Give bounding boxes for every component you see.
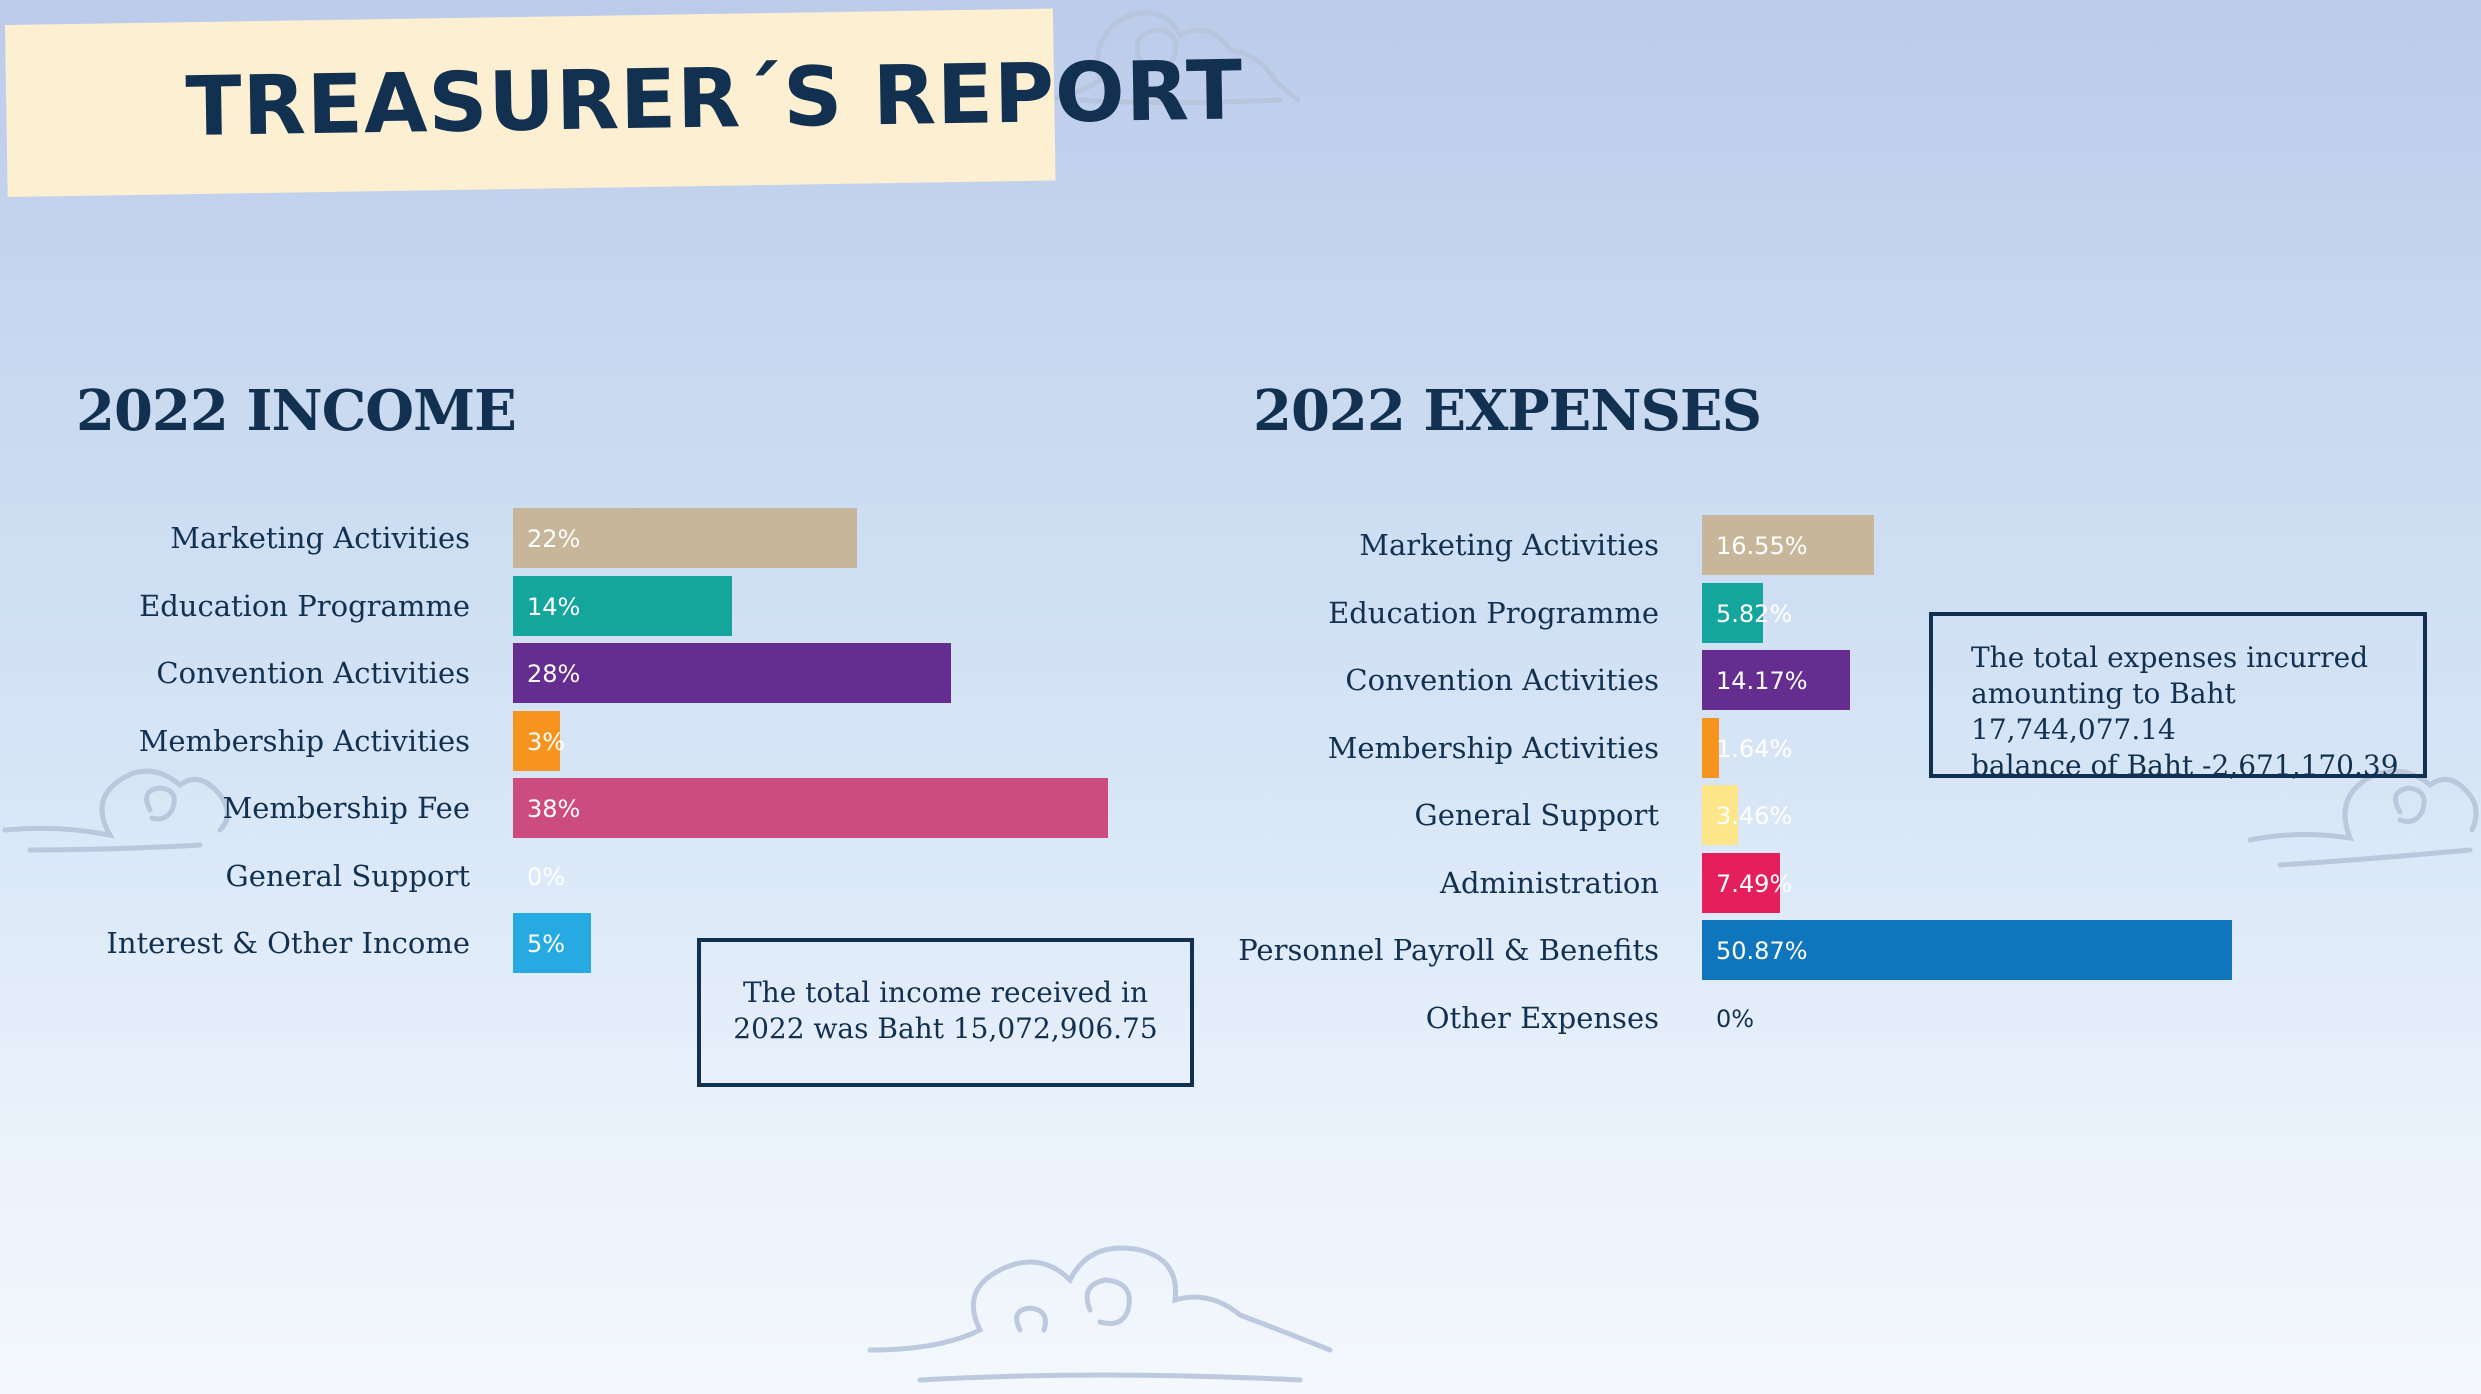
expense-bar — [1702, 717, 1720, 778]
income-bar — [513, 508, 858, 568]
page-title: TREASURER´S REPORT — [185, 43, 1244, 155]
expense-bar — [1702, 650, 1850, 710]
expense-value-label: 14.17% — [1716, 667, 1808, 695]
expense-bar — [1702, 785, 1739, 845]
income-category-label: Marketing Activities — [170, 521, 470, 555]
income-value-label: 22% — [527, 525, 581, 553]
income-note-line-1: The total income received in — [742, 976, 1148, 1009]
income-value-label: 14% — [527, 592, 581, 621]
income-bar — [513, 710, 560, 771]
expense-category-label: General Support — [1414, 798, 1659, 832]
expense-bar — [1702, 920, 2232, 980]
income-value-label: 3% — [527, 727, 566, 756]
cloud-decoration-left — [2, 768, 230, 853]
expense-note-line-2: amounting to Baht 17,744,077.14 — [1971, 677, 2236, 746]
expense-value-label: 1.64% — [1716, 734, 1793, 763]
expense-bar — [1702, 582, 1763, 643]
expense-category-label: Membership Activities — [1327, 730, 1659, 765]
income-value-label: 28% — [527, 660, 581, 688]
expense-value-label: 0% — [1716, 1004, 1755, 1033]
expense-category-label: Convention Activities — [1345, 663, 1659, 697]
income-category-label: General Support — [225, 858, 470, 893]
expense-bar — [1702, 852, 1781, 913]
expenses-summary-note: The total expenses incurred amounting to… — [1929, 612, 2427, 782]
expense-value-label: 16.55% — [1716, 532, 1808, 560]
expense-bar — [1702, 515, 1875, 575]
income-category-label: Membership Fee — [222, 791, 470, 825]
income-bar — [513, 643, 952, 703]
income-category-label: Membership Activities — [138, 723, 470, 758]
income-bar — [513, 913, 592, 973]
income-category-label: Education Programme — [139, 588, 470, 623]
income-value-label: 5% — [527, 930, 566, 958]
expense-note-line-3: balance of Baht -2,671,170.39 — [1971, 749, 2399, 782]
expense-note-line-1: The total expenses incurred — [1971, 641, 2369, 674]
income-bar — [513, 575, 733, 636]
income-bar — [513, 778, 1108, 838]
expense-category-label: Other Expenses — [1425, 1000, 1659, 1035]
income-category-label: Convention Activities — [156, 656, 470, 690]
expense-category-label: Administration — [1440, 865, 1659, 900]
income-note-line-2: 2022 was Baht 15,072,906.75 — [733, 1012, 1158, 1045]
income-chart-title: 2022 INCOME — [76, 378, 517, 444]
expense-category-label: Education Programme — [1328, 595, 1659, 630]
expense-value-label: 7.49% — [1716, 869, 1793, 898]
expense-category-label: Personnel Payroll & Benefits — [1238, 933, 1659, 967]
expense-category-label: Marketing Activities — [1359, 528, 1659, 562]
income-value-label: 38% — [527, 795, 581, 823]
expenses-chart-title: 2022 EXPENSES — [1253, 378, 1762, 444]
cloud-decoration-top — [1027, 10, 1300, 105]
cloud-decoration-right — [2247, 768, 2479, 868]
cloud-decoration-bottom — [867, 1245, 1333, 1383]
expense-value-label: 3.46% — [1716, 802, 1793, 830]
income-value-label: 0% — [527, 862, 566, 891]
expense-value-label: 5.82% — [1716, 599, 1793, 628]
income-summary-note: The total income received in 2022 was Ba… — [697, 938, 1194, 1087]
income-category-label: Interest & Other Income — [106, 926, 470, 960]
expense-value-label: 50.87% — [1716, 937, 1808, 965]
